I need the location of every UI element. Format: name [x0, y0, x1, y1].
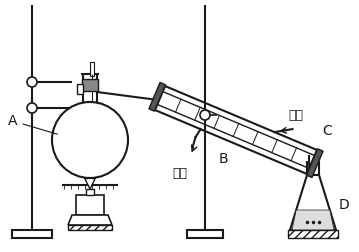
Bar: [187, 230, 223, 238]
Bar: [77, 84, 83, 94]
Bar: [288, 230, 338, 238]
Polygon shape: [292, 210, 334, 230]
Bar: [86, 189, 94, 195]
Polygon shape: [83, 171, 97, 189]
Bar: [90, 62, 94, 76]
Text: 出水: 出水: [173, 167, 187, 180]
Circle shape: [200, 110, 210, 120]
Circle shape: [27, 103, 37, 113]
Polygon shape: [290, 175, 336, 230]
Circle shape: [27, 77, 37, 87]
Text: D: D: [339, 198, 350, 212]
Circle shape: [52, 102, 128, 178]
Bar: [68, 225, 112, 230]
Bar: [76, 195, 104, 215]
Polygon shape: [149, 82, 165, 111]
Text: A: A: [8, 114, 57, 134]
Text: C: C: [322, 124, 332, 138]
Polygon shape: [68, 215, 112, 225]
Bar: [82, 79, 98, 91]
Text: B: B: [219, 152, 229, 166]
Bar: [12, 230, 52, 238]
Text: 进水: 进水: [289, 109, 303, 122]
Polygon shape: [307, 149, 323, 177]
